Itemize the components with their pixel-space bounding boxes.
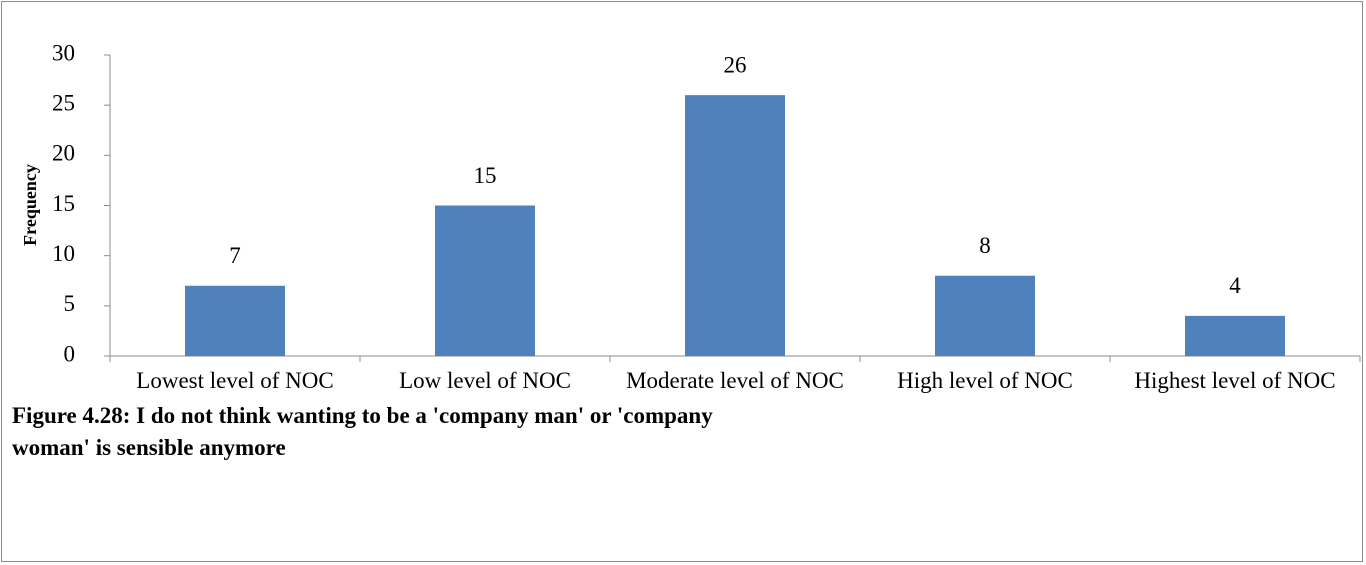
x-tick-label: High level of NOC <box>897 368 1073 393</box>
data-label: 7 <box>229 243 241 268</box>
x-tick-label: Highest level of NOC <box>1134 368 1336 393</box>
y-tick-label: 20 <box>52 141 75 166</box>
caption: Figure 4.28: I do not think wanting to b… <box>12 403 713 460</box>
y-tick-label: 0 <box>64 341 76 366</box>
data-label: 15 <box>474 163 497 188</box>
data-label: 8 <box>979 233 991 258</box>
y-axis-label: Frequency <box>20 164 40 246</box>
y-tick-label: 30 <box>52 40 75 65</box>
x-tick-label: Lowest level of NOC <box>136 368 334 393</box>
y-tick-label: 10 <box>52 241 75 266</box>
data-label: 26 <box>724 52 747 77</box>
bar <box>435 205 535 356</box>
bar <box>935 275 1035 356</box>
bar <box>185 285 285 356</box>
bar <box>1185 315 1285 356</box>
y-tick-label: 5 <box>64 291 76 316</box>
x-tick-label: Low level of NOC <box>399 368 571 393</box>
bar <box>685 95 785 356</box>
y-tick-label: 15 <box>52 191 75 216</box>
x-tick-label: Moderate level of NOC <box>626 368 844 393</box>
data-label: 4 <box>1229 273 1241 298</box>
y-tick-label: 25 <box>52 90 75 115</box>
